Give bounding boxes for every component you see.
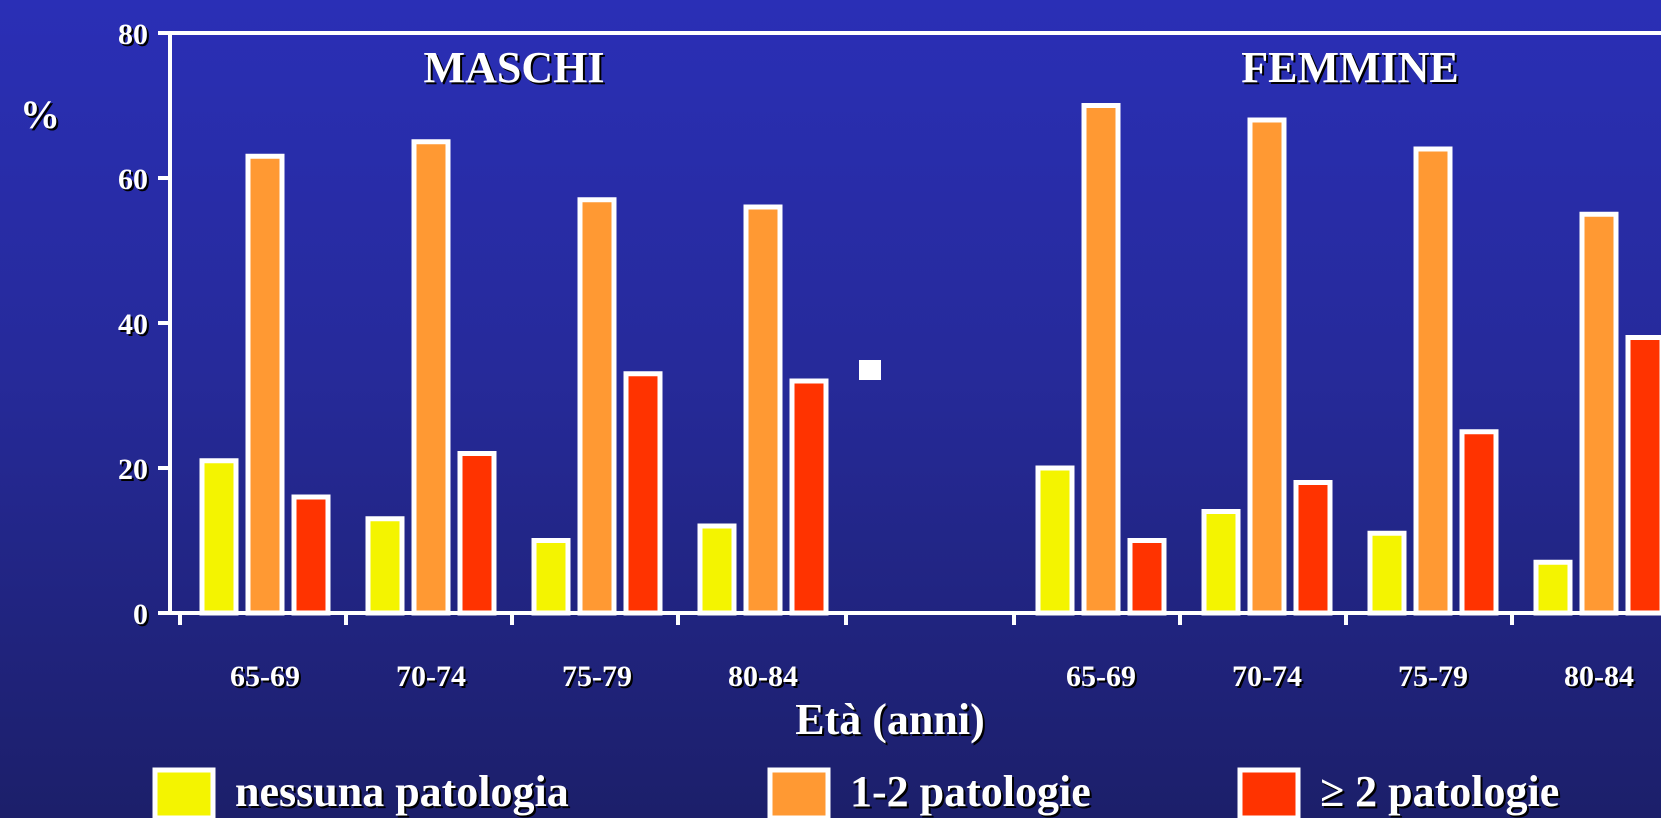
group-title: FEMMINE <box>1241 43 1459 92</box>
legend-swatch <box>152 767 216 818</box>
x-tick-label: 80-84 <box>1564 660 1634 693</box>
bar <box>365 516 405 616</box>
legend: nessuna patologia 1-2 patologie ≥ 2 patolo… <box>152 767 1559 818</box>
y-axis-label: % <box>20 92 60 137</box>
bar <box>1413 146 1453 616</box>
bar <box>291 494 331 616</box>
bar <box>1081 103 1121 616</box>
bar <box>789 378 829 616</box>
x-tick-label: 70-74 <box>396 660 466 693</box>
legend-swatch <box>1237 767 1301 818</box>
y-tick-label: 0 <box>133 598 148 631</box>
bar <box>1459 429 1499 616</box>
bar <box>1035 465 1075 616</box>
bar <box>531 538 571 616</box>
labels: 0 20 40 60 80% 65-69 70-74 75-79 80-84 MASCHI 65-6… <box>20 18 1634 744</box>
bars <box>199 103 1661 616</box>
bar <box>697 523 737 616</box>
x-tick-label: 75-79 <box>1398 660 1468 693</box>
bar <box>1579 211 1619 616</box>
bar <box>457 451 497 616</box>
group-title: MASCHI <box>424 43 605 92</box>
bar <box>1367 530 1407 616</box>
bar <box>199 458 239 616</box>
legend-label: nessuna patologia <box>235 767 569 816</box>
x-tick-label: 65-69 <box>1066 660 1136 693</box>
x-tick-label: 70-74 <box>1232 660 1302 693</box>
x-tick-label: 65-69 <box>230 660 300 693</box>
bar <box>577 197 617 616</box>
bar <box>411 139 451 616</box>
bar <box>245 153 285 616</box>
x-tick-label: 75-79 <box>562 660 632 693</box>
bar <box>1625 335 1661 616</box>
y-tick-label: 80 <box>118 18 148 51</box>
axes <box>158 31 1661 625</box>
legend-label: ≥ 2 patologie <box>1320 767 1559 816</box>
bar <box>1293 480 1333 616</box>
bar <box>623 371 663 616</box>
decorative-square <box>859 360 881 380</box>
y-tick-label: 20 <box>118 453 148 486</box>
bar <box>1247 117 1287 616</box>
y-tick-label: 40 <box>118 308 148 341</box>
legend-swatch <box>767 767 831 818</box>
bar <box>1201 509 1241 616</box>
y-tick-label: 60 <box>118 163 148 196</box>
x-tick-label: 80-84 <box>728 660 798 693</box>
bar <box>1127 538 1167 616</box>
bar <box>1533 559 1573 616</box>
bar <box>743 204 783 616</box>
legend-label: 1-2 patologie <box>850 767 1091 816</box>
x-axis-label: Età (anni) <box>795 695 984 744</box>
